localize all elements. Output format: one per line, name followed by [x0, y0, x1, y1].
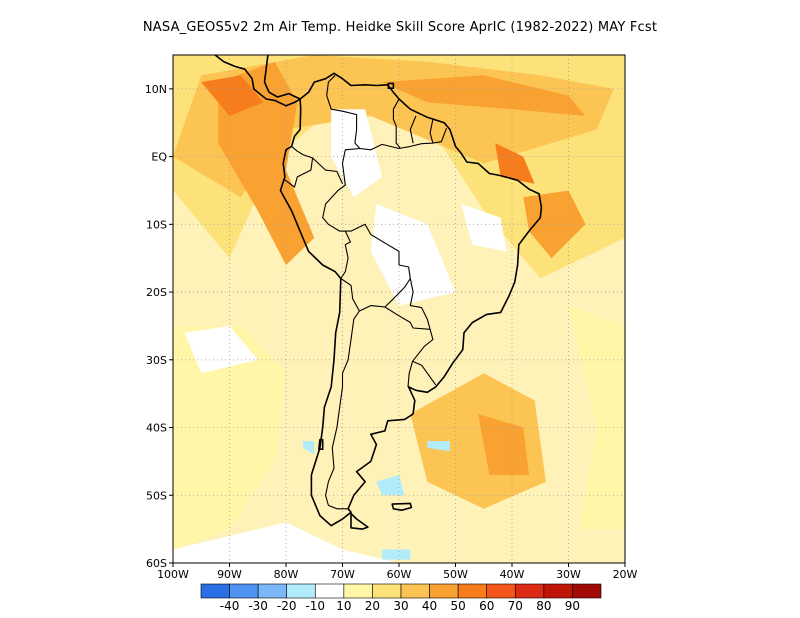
coastline-south-america: [279, 72, 543, 527]
colorbar-label: -10: [305, 599, 325, 613]
colorbar-label: -40: [220, 599, 240, 613]
coastline-falklands: [391, 502, 413, 512]
colorbar-label: 60: [479, 599, 494, 613]
lat-tick-label: EQ: [151, 151, 167, 164]
lon-tick-label: 50W: [443, 568, 468, 581]
country-border: [409, 115, 417, 144]
lon-tick-label: 80W: [274, 568, 299, 581]
country-border: [325, 310, 360, 510]
skill-region-5: [495, 143, 535, 184]
skill-region-14: [173, 522, 399, 563]
country-border: [326, 74, 361, 149]
country-border: [384, 306, 431, 330]
colorbar-label: 90: [565, 599, 580, 613]
colorbar-swatch: [429, 583, 459, 599]
colorbar-swatch: [257, 583, 288, 599]
colorbar-swatch: [286, 583, 316, 599]
skill-region-17: [376, 474, 405, 496]
skill-region-11: [184, 325, 258, 374]
lat-tick-label: 20S: [146, 286, 167, 299]
skill-region-19: [382, 549, 411, 560]
lon-tick-label: 60W: [387, 568, 412, 581]
colorbar-swatch: [514, 583, 545, 599]
country-border: [283, 145, 314, 188]
country-border: [340, 230, 351, 279]
lon-tick-label: 20W: [613, 568, 638, 581]
lon-tick-label: 90W: [217, 568, 242, 581]
colorbar-label: 20: [365, 599, 380, 613]
lon-tick-label: 100W: [157, 568, 189, 581]
colorbar-swatch: [457, 583, 488, 599]
lat-tick-label: 60S: [146, 557, 167, 570]
colorbar-swatch: [486, 583, 516, 599]
map-title: NASA_GEOS5v2 2m Air Temp. Heidke Skill S…: [142, 20, 658, 35]
skill-region-6: [523, 190, 586, 259]
colorbar-label: 50: [451, 599, 466, 613]
colorbar-label: 70: [508, 599, 523, 613]
country-border: [340, 278, 411, 312]
colorbar-swatch: [400, 583, 430, 599]
skill-region-10: [568, 305, 625, 530]
skill-region-9: [173, 325, 286, 550]
country-borders: [283, 74, 448, 510]
skill-region-4: [382, 75, 586, 116]
coastline-trinidad: [387, 82, 395, 89]
colorbar-label: -20: [277, 599, 297, 613]
country-border: [322, 128, 448, 386]
colorbar-swatch: [314, 583, 345, 599]
lon-tick-label: 70W: [330, 568, 355, 581]
coastlines: [213, 55, 543, 530]
country-border: [429, 119, 434, 144]
colorbar-swatch: [543, 583, 573, 599]
colorbar-swatch: [343, 583, 373, 599]
skill-region-18: [427, 441, 450, 452]
coastline-chiloe: [317, 438, 324, 451]
colorbar-label: 40: [422, 599, 437, 613]
lon-tick-label: 30W: [556, 568, 581, 581]
colorbar-swatch: [200, 583, 230, 599]
coastline-central-america: [213, 55, 301, 107]
country-border: [392, 98, 401, 149]
skill-region-3: [201, 75, 264, 116]
lat-tick-label: 50S: [146, 489, 167, 502]
axis-ticks: 100W 90W 80W 70W 60W 50W 40W 30W 20W 10N EQ 10S 20S 3…: [145, 83, 638, 581]
lat-tick-label: 30S: [146, 354, 167, 367]
skill-region-16: [302, 441, 315, 455]
colorbar-swatch: [229, 583, 259, 599]
country-border: [312, 157, 343, 184]
skill-region-15: [461, 204, 507, 252]
colorbar-swatch: [372, 583, 402, 599]
lon-tick-label: 40W: [500, 568, 525, 581]
colorbar-label: 30: [393, 599, 408, 613]
graticule: [173, 55, 625, 563]
colorbar-label: -30: [248, 599, 268, 613]
coastline-tierra-del-fuego: [350, 512, 369, 530]
skill-region-8: [478, 414, 529, 475]
country-border: [407, 361, 414, 387]
skill-region-2: [218, 61, 315, 265]
lat-tick-label: 10S: [146, 218, 167, 231]
lat-tick-label: 10N: [145, 83, 167, 96]
colorbar: -40 -30 -20 -10 10 20 30 40 50 60 70 80 90: [200, 583, 602, 613]
skill-region-13: [370, 204, 456, 306]
colorbar-label: 80: [536, 599, 551, 613]
lat-tick-label: 40S: [146, 422, 167, 435]
colorbar-label: 10: [336, 599, 351, 613]
colorbar-swatch: [572, 583, 602, 599]
